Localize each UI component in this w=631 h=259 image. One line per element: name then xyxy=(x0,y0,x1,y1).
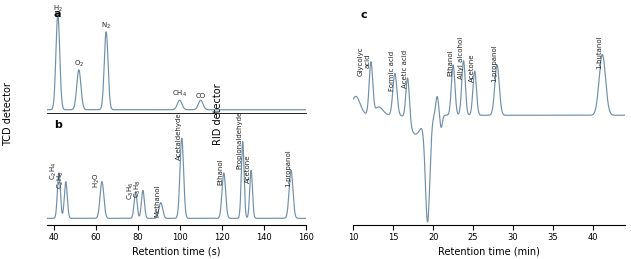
Text: Acetaldehyde: Acetaldehyde xyxy=(176,112,182,160)
Text: H$_2$O: H$_2$O xyxy=(91,172,102,188)
Text: O$_2$: O$_2$ xyxy=(74,59,84,69)
Text: Ethanol: Ethanol xyxy=(447,49,453,76)
Text: RID detector: RID detector xyxy=(213,83,223,145)
X-axis label: Retention time (s): Retention time (s) xyxy=(133,246,221,256)
Text: Allyl alcohol: Allyl alcohol xyxy=(457,37,464,79)
Text: 1-propanol: 1-propanol xyxy=(491,44,497,82)
Text: TCD detector: TCD detector xyxy=(3,82,13,146)
Text: a: a xyxy=(54,10,61,19)
Text: CH$_4$: CH$_4$ xyxy=(172,89,187,99)
Text: b: b xyxy=(54,120,62,130)
Text: Acetic acid: Acetic acid xyxy=(402,50,408,88)
Text: 1-propanol: 1-propanol xyxy=(285,150,291,188)
Text: C$_3$H$_6$: C$_3$H$_6$ xyxy=(126,181,136,200)
Text: 1-butanol: 1-butanol xyxy=(596,35,603,69)
Text: Acetone: Acetone xyxy=(469,54,475,82)
X-axis label: Retention time (min): Retention time (min) xyxy=(438,246,540,256)
Text: CO: CO xyxy=(196,93,206,99)
Text: Methanol: Methanol xyxy=(155,185,161,217)
Text: c: c xyxy=(360,10,367,20)
Text: N$_2$: N$_2$ xyxy=(101,21,111,31)
Text: C$_2$H$_4$: C$_2$H$_4$ xyxy=(49,162,59,181)
Text: Glycolyc
acid: Glycolyc acid xyxy=(358,46,371,76)
Text: H$_2$: H$_2$ xyxy=(53,4,63,14)
Text: C$_2$H$_6$: C$_2$H$_6$ xyxy=(56,171,66,189)
Text: Propionaldehyde: Propionaldehyde xyxy=(237,111,243,169)
Text: Ethanol: Ethanol xyxy=(218,158,224,184)
Text: C$_3$H$_8$: C$_3$H$_8$ xyxy=(133,179,143,198)
Text: Formic acid: Formic acid xyxy=(389,51,395,91)
Text: Acetone: Acetone xyxy=(245,154,251,183)
